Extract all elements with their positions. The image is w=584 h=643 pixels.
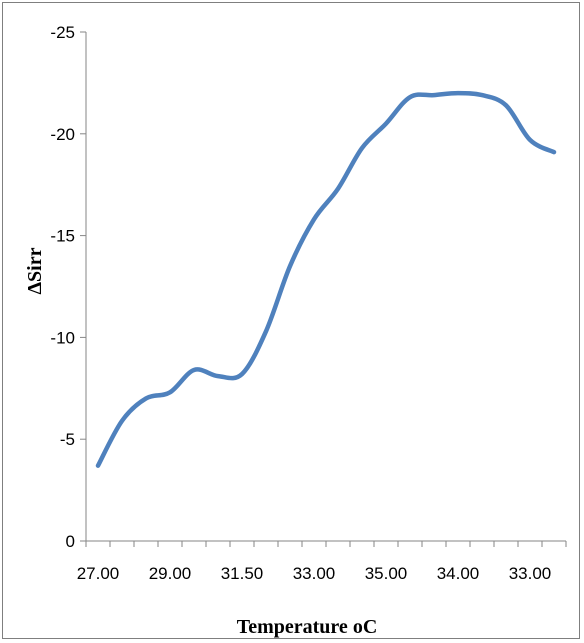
x-tick-label: 33.00 [293, 564, 336, 583]
y-tick-label: -5 [60, 430, 75, 449]
y-axis-title: ΔSirr [24, 247, 46, 294]
x-tick-label: 27.00 [77, 564, 120, 583]
y-axis: -25 -20 -15 -10 -5 0 [50, 23, 87, 551]
line-chart: -25 -20 -15 -10 -5 0 27.00 29.00 31.50 33.00 35.0… [24, 23, 567, 638]
y-tick-label: -25 [50, 23, 75, 42]
y-tick-label: -10 [50, 328, 75, 347]
series-group [95, 90, 557, 468]
x-axis-title: Temperature oC [237, 616, 378, 638]
x-tick-label: 33.00 [509, 564, 552, 583]
x-tick-label: 35.00 [365, 564, 408, 583]
y-tick-label: -20 [50, 125, 75, 144]
x-tick-label: 34.00 [437, 564, 480, 583]
y-tick-label: 0 [66, 532, 75, 551]
x-tick-label: 31.50 [221, 564, 264, 583]
x-tick-label: 29.00 [149, 564, 192, 583]
y-tick-label: -15 [50, 227, 75, 246]
series-line [95, 90, 557, 468]
x-axis: 27.00 29.00 31.50 33.00 35.00 34.00 33.00 [77, 540, 567, 583]
